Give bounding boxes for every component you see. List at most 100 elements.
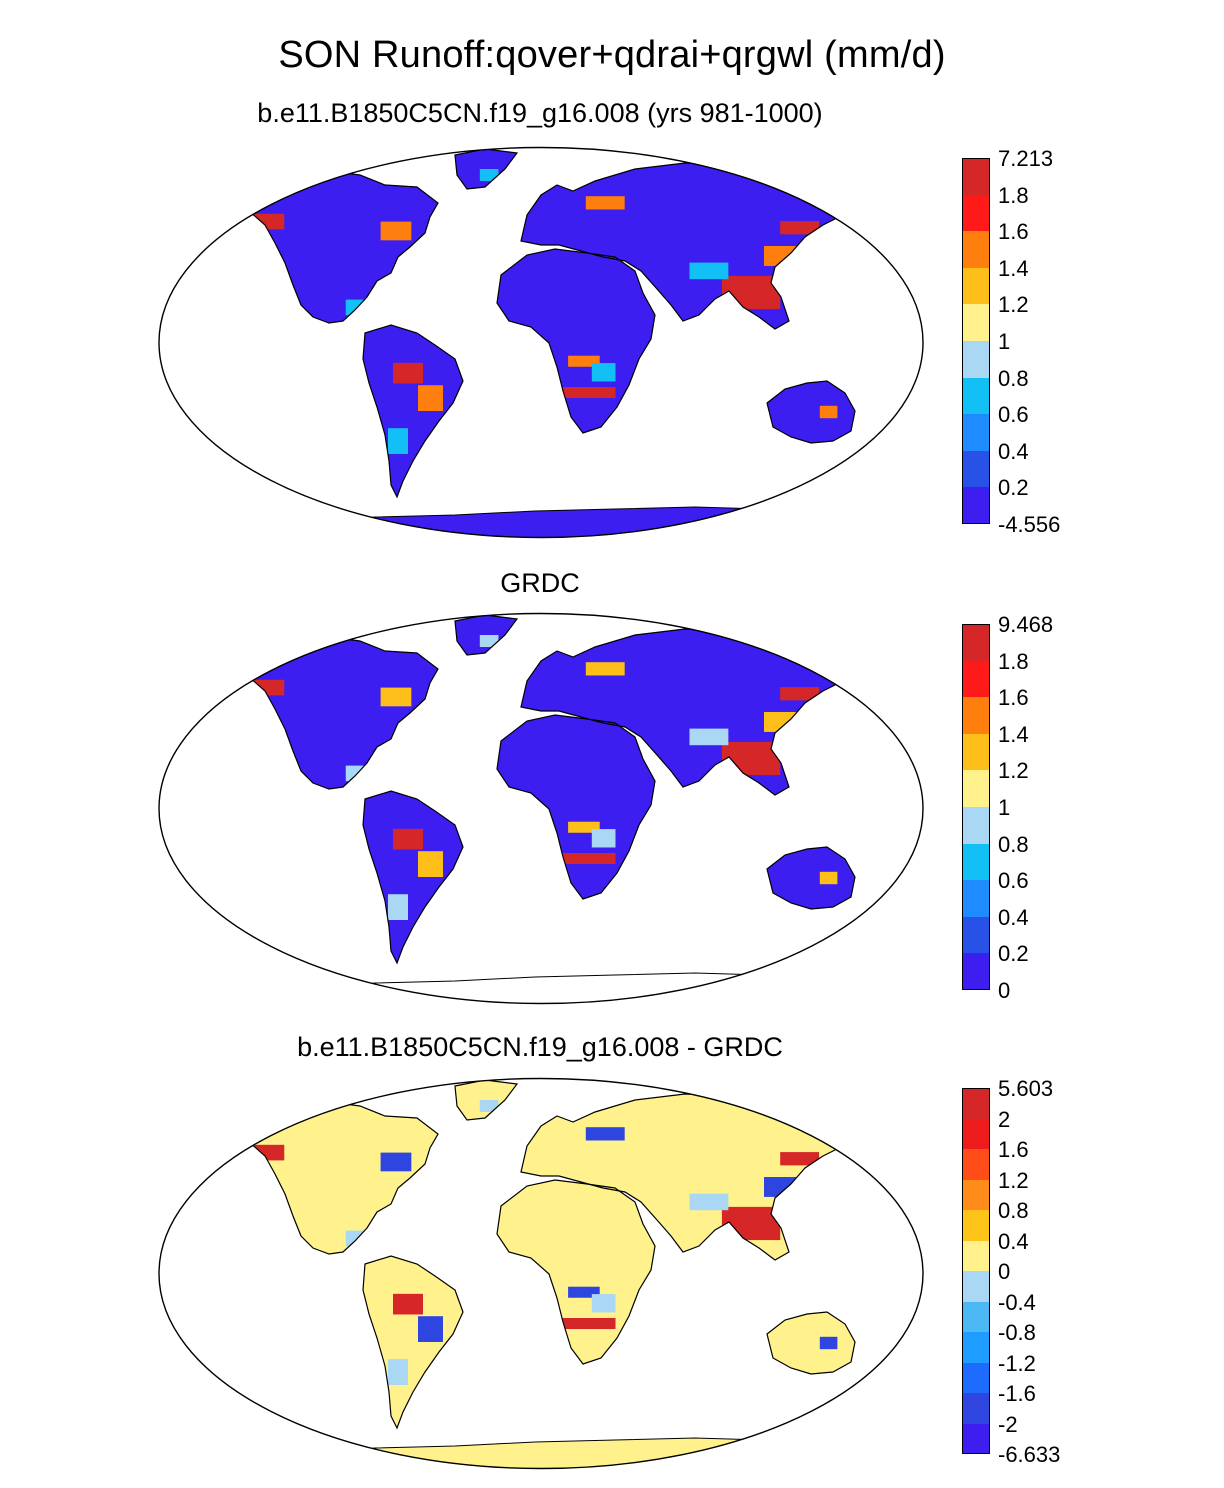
runoff-patch [764,1177,823,1197]
runoff-patch [380,687,412,707]
runoff-patch [345,765,377,782]
runoff-patch [591,1294,616,1313]
africa-coastline [496,1179,656,1365]
colorbar-swatch [962,414,990,451]
panel-3-map [158,1077,924,1470]
runoff-patch [479,169,499,181]
colorbar-swatch [962,733,990,771]
colorbar-swatch [962,624,990,661]
runoff-patch [253,1144,285,1161]
panel-1-map [158,146,924,539]
runoff-patch [689,728,729,746]
colorbar-label: 1.2 [998,1167,1029,1193]
australia [767,381,855,443]
colorbar-label: 1.8 [998,182,1029,208]
south-america-patches [388,362,443,454]
south-america-coastline [362,1255,464,1430]
south-america-patches [388,1293,443,1385]
north-america [233,1098,438,1254]
colorbar-swatch [962,1362,990,1393]
colorbar-label: 1 [998,329,1011,354]
runoff-patch [568,355,600,367]
runoff-patch [585,196,625,210]
colorbar-label: 1.4 [998,255,1029,281]
colorbar-swatch [962,194,990,232]
africa [497,249,655,433]
colorbar-label: 0.8 [998,1198,1029,1223]
globe-outline [158,612,924,1005]
runoff-patch [479,1100,499,1112]
runoff-patch [393,1293,423,1315]
africa-patches [544,355,616,399]
runoff-patch [253,679,285,696]
colorbar-label: 0.8 [998,831,1029,857]
runoff-patch [689,1193,729,1211]
north-america-coastline [232,1097,439,1255]
runoff-patch [388,428,408,454]
colorbar-label: -0.4 [998,1289,1036,1315]
panel-2-map [158,612,924,1005]
panel-3-colorbar: 5.603 2 1.6 1.2 0.8 0.4 0 -0.4 -0.8 -1.2 -1.6 -2 -6.… [962,1076,1092,1467]
runoff-patch [544,853,616,865]
colorbar-label: -2 [998,1411,1018,1437]
runoff-patch [544,387,616,399]
africa-coastline [496,714,656,900]
runoff-patch [418,385,443,411]
runoff-patch [819,871,838,885]
colorbar-label: 2 [998,1106,1011,1132]
runoff-patch [764,712,823,732]
runoff-patch [780,1152,820,1166]
runoff-patch [380,221,412,241]
colorbar-label: 0.2 [998,941,1029,967]
land-layer [232,148,856,538]
colorbar-label: 0.4 [998,438,1029,464]
north-america-coastline [232,166,439,324]
australia-coastline [766,846,856,910]
runoff-patch [568,821,600,833]
africa-coastline [496,248,656,434]
runoff-patch [568,1286,600,1298]
colorbar-swatch [962,1088,990,1119]
colorbar-swatch [962,1332,990,1363]
colorbar-swatch [962,1240,990,1271]
australia-patches [819,871,838,885]
land-layer [232,1079,856,1469]
south-america-coastline [362,324,464,499]
land-layer [232,614,856,1004]
africa [497,1180,655,1364]
runoff-patch [591,829,616,848]
colorbar-swatch [962,660,990,698]
colorbar-swatch [962,770,990,807]
colorbar-swatch [962,158,990,195]
runoff-patch [393,362,423,384]
runoff-patch [689,262,729,280]
colorbar-swatch [962,1393,990,1424]
colorbar-swatch [962,1149,990,1180]
colorbar-label: 1.6 [998,219,1029,245]
runoff-patch [780,687,820,701]
colorbar-swatch [962,953,990,990]
colorbar-swatch [962,1301,990,1332]
colorbar-label: 1.6 [998,685,1029,711]
runoff-patch [345,1230,377,1247]
colorbar-swatch [962,450,990,488]
panel-3-title: b.e11.B1850C5CN.f19_g16.008 - GRDC [297,1032,783,1062]
africa [497,715,655,899]
globe-outline [158,146,924,539]
colorbar-swatch [962,267,990,305]
eurasia-coastline [520,162,846,330]
colorbar-label: 9.468 [998,612,1054,637]
runoff-patch [393,828,423,850]
runoff-patch [418,851,443,877]
colorbar-label: -0.8 [998,1320,1036,1345]
colorbar-swatch [962,377,990,415]
colorbar-label: 1 [998,795,1011,820]
panel-2-colorbar: 9.468 1.8 1.6 1.4 1.2 1 0.8 0.6 0.4 0.2 0 [962,612,1092,1003]
colorbar-swatch [962,341,990,378]
australia-coastline [766,1311,856,1375]
colorbar-label: 1.6 [998,1137,1029,1162]
colorbar-label: 0.6 [998,402,1029,428]
colorbar-swatch [962,880,990,917]
north-america [233,167,438,323]
colorbar-swatch [962,1179,990,1210]
